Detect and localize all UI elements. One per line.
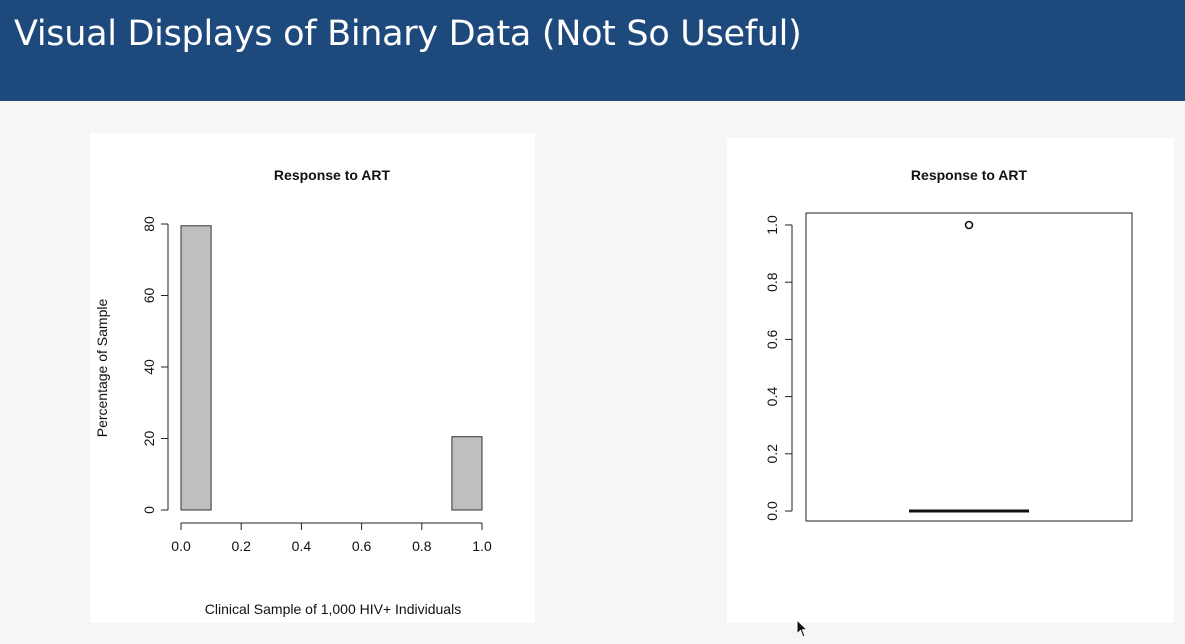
- histogram-y-tick-label: 60: [141, 288, 157, 304]
- boxplot-outlier-point: [964, 220, 974, 230]
- slide-header: Visual Displays of Binary Data (Not So U…: [0, 0, 1185, 101]
- slide-title: Visual Displays of Binary Data (Not So U…: [14, 14, 802, 54]
- histogram-x-axis-label: Clinical Sample of 1,000 HIV+ Individual…: [205, 601, 461, 617]
- boxplot-y-tick-label: 0.6: [764, 329, 780, 349]
- boxplot-y-tick-label: 1.0: [764, 215, 780, 235]
- histogram-bar: [451, 436, 483, 511]
- histogram-x-tick-label: 0.0: [171, 538, 191, 554]
- histogram-title: Response to ART: [274, 167, 391, 183]
- histogram-panel: Response to ART Percentage of Sample Cli…: [90, 133, 535, 623]
- histogram-x-tick-label: 0.6: [352, 538, 372, 554]
- histogram-y-tick-label: 80: [141, 216, 157, 232]
- histogram-y-tick-label: 20: [141, 431, 157, 447]
- boxplot-y-tick-label: 0.8: [764, 272, 780, 292]
- boxplot-y-tick-label: 0.2: [764, 444, 780, 464]
- histogram-y-axis-label: Percentage of Sample: [94, 299, 110, 438]
- mouse-cursor-icon: [796, 618, 810, 644]
- histogram-y-tick-label: 40: [141, 359, 157, 375]
- histogram-x-tick-label: 0.4: [292, 538, 312, 554]
- boxplot-chart: Response to ART 0.0 0.2 0.4 0.6 0.8 1.0: [764, 167, 1133, 522]
- histogram-x-tick-label: 0.2: [231, 538, 251, 554]
- histogram-x-tick-label: 0.8: [412, 538, 432, 554]
- histogram-chart: Response to ART Percentage of Sample Cli…: [94, 167, 492, 617]
- boxplot-frame: [805, 212, 1133, 522]
- boxplot-y-tick-label: 0.0: [764, 501, 780, 521]
- boxplot-panel: Response to ART 0.0 0.2 0.4 0.6 0.8 1.0: [727, 138, 1174, 623]
- histogram-x-tick-label: 1.0: [472, 538, 492, 554]
- boxplot-title: Response to ART: [911, 167, 1028, 183]
- histogram-bar: [180, 225, 212, 511]
- histogram-y-tick-label: 0: [141, 506, 157, 514]
- boxplot-y-tick-label: 0.4: [764, 387, 780, 407]
